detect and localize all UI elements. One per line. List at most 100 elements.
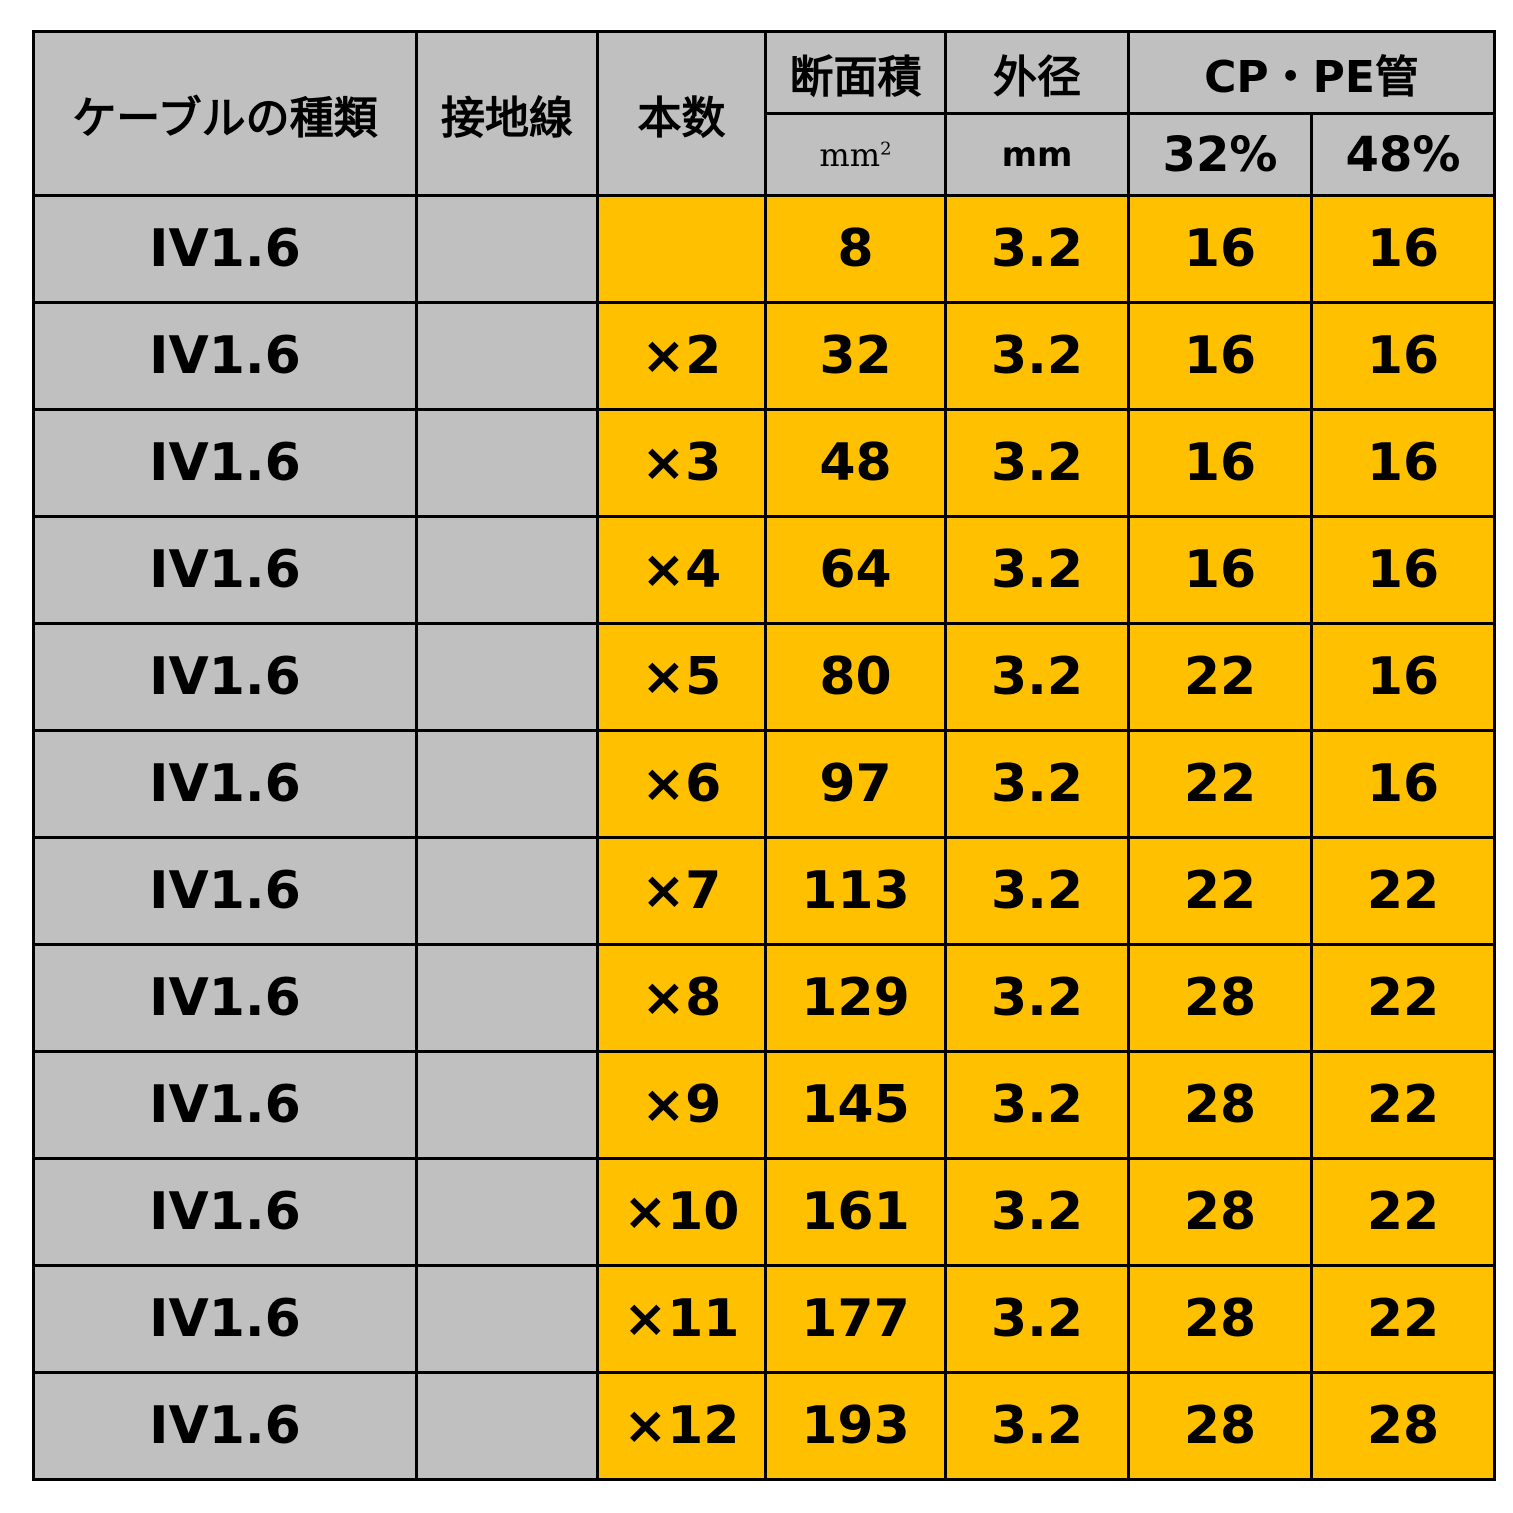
cell-cross-section: 145	[764, 1050, 947, 1160]
cell-count: ×4	[596, 515, 767, 625]
cell-outer-diameter: 3.2	[944, 836, 1130, 946]
cell-pipe-32: 22	[1127, 729, 1313, 839]
cell-count	[596, 194, 767, 304]
cell-pipe-48: 22	[1310, 1264, 1496, 1374]
cell-cross-section: 48	[764, 408, 947, 518]
cell-ground-wire	[415, 301, 599, 411]
cell-ground-wire	[415, 1157, 599, 1267]
cell-outer-diameter: 3.2	[944, 622, 1130, 732]
header-ground-wire: 接地線	[415, 30, 599, 197]
cell-cross-section: 193	[764, 1371, 947, 1481]
table-row: IV1.6 ×7 113 3.2 22 22	[32, 836, 1496, 946]
unit-text: mm	[819, 135, 881, 174]
cell-count: ×8	[596, 943, 767, 1053]
cell-pipe-32: 16	[1127, 301, 1313, 411]
table-row: IV1.6 ×2 32 3.2 16 16	[32, 301, 1496, 411]
cell-cable-type: IV1.6	[32, 1050, 418, 1160]
cell-cable-type: IV1.6	[32, 1371, 418, 1481]
cell-pipe-48: 16	[1310, 729, 1496, 839]
table-row: IV1.6 ×6 97 3.2 22 16	[32, 729, 1496, 839]
cell-count: ×2	[596, 301, 767, 411]
cell-cross-section: 129	[764, 943, 947, 1053]
cell-pipe-32: 16	[1127, 194, 1313, 304]
cell-ground-wire	[415, 1371, 599, 1481]
cell-outer-diameter: 3.2	[944, 1371, 1130, 1481]
cell-outer-diameter: 3.2	[944, 943, 1130, 1053]
table-row: IV1.6 ×3 48 3.2 16 16	[32, 408, 1496, 518]
cell-pipe-48: 28	[1310, 1371, 1496, 1481]
cell-cable-type: IV1.6	[32, 836, 418, 946]
cell-pipe-48: 16	[1310, 515, 1496, 625]
cell-cross-section: 97	[764, 729, 947, 839]
cell-pipe-32: 28	[1127, 1050, 1313, 1160]
cell-ground-wire	[415, 729, 599, 839]
header-outer-diameter-unit: mm	[944, 112, 1130, 197]
cell-pipe-48: 16	[1310, 622, 1496, 732]
cell-pipe-48: 22	[1310, 943, 1496, 1053]
cell-count: ×9	[596, 1050, 767, 1160]
cell-count: ×10	[596, 1157, 767, 1267]
cell-ground-wire	[415, 194, 599, 304]
cell-ground-wire	[415, 1264, 599, 1374]
cell-pipe-32: 16	[1127, 515, 1313, 625]
cell-cross-section: 8	[764, 194, 947, 304]
cell-outer-diameter: 3.2	[944, 301, 1130, 411]
cell-cable-type: IV1.6	[32, 1264, 418, 1374]
cell-pipe-32: 16	[1127, 408, 1313, 518]
table-row: IV1.6 ×12 193 3.2 28 28	[32, 1371, 1496, 1481]
cell-cable-type: IV1.6	[32, 301, 418, 411]
cell-cable-type: IV1.6	[32, 1157, 418, 1267]
cell-ground-wire	[415, 836, 599, 946]
header-pipe: CP・PE管	[1127, 30, 1496, 115]
cell-cross-section: 64	[764, 515, 947, 625]
cell-pipe-32: 28	[1127, 1371, 1313, 1481]
cell-cable-type: IV1.6	[32, 194, 418, 304]
table-row: IV1.6 8 3.2 16 16	[32, 194, 1496, 304]
cell-ground-wire	[415, 1050, 599, 1160]
cell-pipe-32: 22	[1127, 622, 1313, 732]
header-outer-diameter: 外径	[944, 30, 1130, 115]
header-count: 本数	[596, 30, 767, 197]
header-cross-section-unit: mm2	[764, 112, 947, 197]
cell-ground-wire	[415, 943, 599, 1053]
cell-cable-type: IV1.6	[32, 943, 418, 1053]
cell-pipe-48: 22	[1310, 1157, 1496, 1267]
cell-cable-type: IV1.6	[32, 729, 418, 839]
cell-outer-diameter: 3.2	[944, 729, 1130, 839]
conduit-size-table: ケーブルの種類 接地線 本数 断面積 外径 CP・PE管 mm2 mm 32% …	[32, 30, 1496, 1481]
header-pipe-48: 48%	[1310, 112, 1496, 197]
cell-cross-section: 80	[764, 622, 947, 732]
table-row: IV1.6 ×8 129 3.2 28 22	[32, 943, 1496, 1053]
cell-cross-section: 113	[764, 836, 947, 946]
cell-count: ×11	[596, 1264, 767, 1374]
header-pipe-32: 32%	[1127, 112, 1313, 197]
cell-ground-wire	[415, 515, 599, 625]
cell-outer-diameter: 3.2	[944, 408, 1130, 518]
cell-pipe-48: 16	[1310, 408, 1496, 518]
cell-pipe-32: 28	[1127, 1264, 1313, 1374]
unit-superscript: 2	[880, 137, 892, 159]
cell-pipe-48: 22	[1310, 836, 1496, 946]
cell-ground-wire	[415, 408, 599, 518]
cell-outer-diameter: 3.2	[944, 1157, 1130, 1267]
table-row: IV1.6 ×11 177 3.2 28 22	[32, 1264, 1496, 1374]
cell-outer-diameter: 3.2	[944, 1050, 1130, 1160]
cell-pipe-32: 28	[1127, 1157, 1313, 1267]
cell-pipe-48: 16	[1310, 194, 1496, 304]
cell-cable-type: IV1.6	[32, 408, 418, 518]
cell-pipe-48: 22	[1310, 1050, 1496, 1160]
header-cable-type: ケーブルの種類	[32, 30, 418, 197]
header-cross-section: 断面積	[764, 30, 947, 115]
cell-cross-section: 32	[764, 301, 947, 411]
cell-count: ×7	[596, 836, 767, 946]
cell-count: ×5	[596, 622, 767, 732]
cell-outer-diameter: 3.2	[944, 194, 1130, 304]
cell-cable-type: IV1.6	[32, 622, 418, 732]
cell-outer-diameter: 3.2	[944, 1264, 1130, 1374]
table-row: IV1.6 ×5 80 3.2 22 16	[32, 622, 1496, 732]
cell-ground-wire	[415, 622, 599, 732]
cell-cross-section: 177	[764, 1264, 947, 1374]
cell-count: ×12	[596, 1371, 767, 1481]
cell-cross-section: 161	[764, 1157, 947, 1267]
table-row: IV1.6 ×9 145 3.2 28 22	[32, 1050, 1496, 1160]
